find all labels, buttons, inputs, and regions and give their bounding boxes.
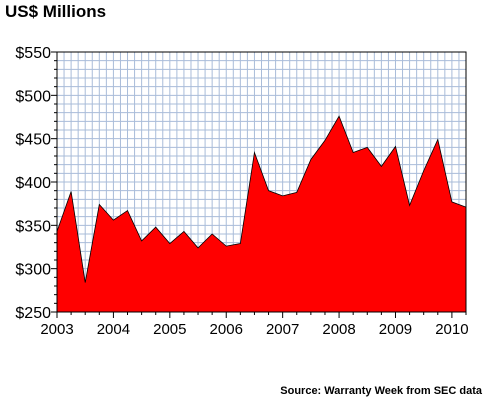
y-tick-label: $500 — [15, 88, 51, 105]
x-tick-label: 2006 — [210, 321, 243, 338]
data-area — [56, 115, 467, 313]
y-axis-tick-labels: $250 $300 $350 $400 $450 $500 $550 — [15, 45, 51, 322]
x-tick-label: 2004 — [97, 321, 130, 338]
source-note: Source: Warranty Week from SEC data — [280, 385, 482, 397]
x-tick-label: 2007 — [266, 321, 299, 338]
y-tick-label: $350 — [15, 218, 51, 235]
y-tick-label: $450 — [15, 132, 51, 149]
axes — [51, 51, 467, 318]
x-tick-label: 2008 — [322, 321, 355, 338]
x-axis-tick-labels: 2003 2004 2005 2006 2007 2008 2009 2010 — [40, 321, 468, 338]
x-tick-label: 2005 — [153, 321, 186, 338]
y-tick-label: $550 — [15, 45, 51, 62]
y-tick-label: $400 — [15, 175, 51, 192]
y-tick-label: $300 — [15, 262, 51, 279]
chart-title: US$ Millions — [5, 2, 107, 21]
x-tick-label: 2010 — [435, 321, 468, 338]
x-tick-label: 2003 — [40, 321, 73, 338]
series-area — [56, 115, 467, 313]
y-tick-label: $250 — [15, 305, 51, 322]
x-tick-label: 2009 — [379, 321, 412, 338]
